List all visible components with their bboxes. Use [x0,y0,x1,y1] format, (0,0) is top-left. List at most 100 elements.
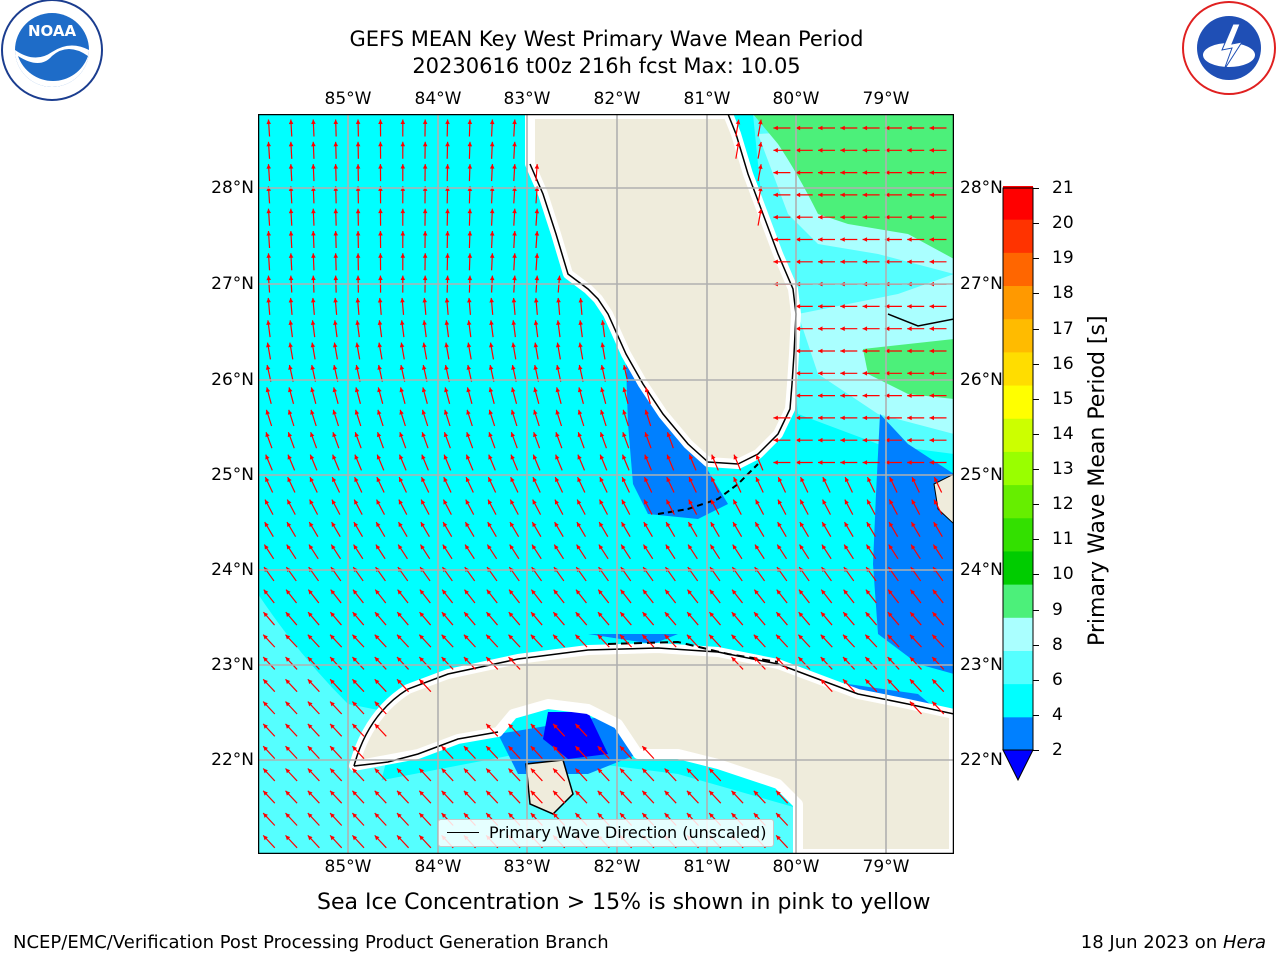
wave-direction-arrow [288,364,294,382]
wave-direction-arrow [285,634,298,648]
wave-direction-arrow [396,634,410,648]
wave-direction-arrow [818,415,835,421]
wave-direction-arrow [664,589,677,604]
wave-direction-arrow [865,589,877,604]
wave-direction-arrow [818,437,835,443]
wave-direction-arrow [866,521,876,538]
wave-direction-arrow [884,371,902,376]
colorbar-tick [1033,679,1039,681]
wave-direction-arrow [351,656,365,670]
lat-tick-left: 24°N [211,560,254,580]
wave-direction-arrow [444,320,450,338]
wave-direction-arrow [909,656,922,670]
wave-direction-arrow [421,387,428,404]
wave-direction-arrow [329,768,343,782]
wave-direction-arrow [597,634,610,648]
wave-direction-arrow [907,326,925,331]
wave-direction-arrow [862,437,880,443]
colorbar-segment [1003,219,1033,253]
wave-direction-arrow [400,253,406,271]
wave-direction-arrow [884,192,902,198]
wave-direction-arrow [265,432,273,449]
wave-direction-arrow [378,119,383,137]
wave-direction-arrow [467,297,472,315]
wave-direction-arrow [329,723,343,737]
wave-direction-arrow [775,656,789,670]
footer-host: Hera [1222,932,1266,953]
wave-direction-arrow [665,544,676,560]
wave-direction-arrow [307,611,320,626]
colorbar-segment [1003,683,1033,718]
lat-tick-right: 22°N [960,750,1003,770]
wave-direction-arrow [578,364,584,382]
wave-direction-arrow [330,544,342,560]
wave-direction-arrow [735,141,741,159]
wave-direction-arrow [354,432,362,449]
wave-direction-arrow [463,634,476,648]
wave-direction-arrow [463,745,476,760]
wave-direction-arrow [866,476,876,493]
wave-direction-arrow [441,768,454,782]
wave-direction-arrow [818,393,835,398]
ocean-period-2-4 [873,414,954,674]
wave-direction-arrow [488,409,496,427]
wave-direction-arrow [332,342,338,360]
wave-direction-arrow [907,371,925,376]
wave-direction-arrow [600,342,606,360]
chart-title: GEFS MEAN Key West Primary Wave Mean Per… [349,27,864,51]
lon-tick-top: 79°W [862,89,910,109]
wave-direction-arrow [688,499,698,515]
wave-direction-arrow [287,454,296,471]
wave-direction-arrow [287,476,296,493]
wave-direction-arrow [329,634,343,648]
wave-direction-arrow [862,192,880,198]
wave-direction-arrow [619,634,633,648]
wave-direction-arrow [422,119,428,137]
wave-direction-arrow [644,454,652,471]
wave-direction-arrow [577,476,586,493]
wave-direction-arrow [907,437,925,443]
lon-tick-top: 82°W [593,89,641,109]
wave-direction-arrow [332,432,340,449]
wave-direction-arrow [555,409,563,427]
wave-direction-arrow [711,454,719,471]
wave-direction-arrow [795,304,813,309]
wave-direction-arrow [509,544,520,560]
wave-direction-arrow [396,834,410,849]
colorbar-tick [1033,469,1039,470]
wave-direction-arrow [285,768,298,782]
wave-direction-arrow [307,656,320,670]
colorbar-tick-label: 19 [1052,248,1074,269]
wave-direction-arrow [264,476,274,493]
wave-direction-arrow [665,499,675,515]
wave-direction-arrow [884,460,902,465]
wave-direction-arrow [509,521,520,538]
wave-direction-arrow [552,611,565,626]
wave-direction-arrow [776,589,788,604]
wave-direction-arrow [620,544,631,560]
wave-direction-arrow [355,208,361,226]
wave-direction-arrow [285,723,298,737]
wave-direction-arrow [621,454,630,471]
wave-direction-arrow [351,745,365,760]
wave-direction-arrow [310,432,318,449]
chart-subtitle: 20230616 t00z 216h fcst Max: 10.05 [412,54,801,78]
wave-direction-arrow [467,208,473,226]
wave-direction-arrow [355,297,361,315]
wave-direction-arrow [374,634,387,648]
legend-label: Primary Wave Direction (unscaled) [489,823,767,842]
wave-direction-arrow [374,812,387,826]
wave-direction-arrow [353,499,363,515]
lon-tick-bottom: 82°W [593,857,641,877]
wave-direction-arrow [531,521,542,538]
wave-direction-arrow [840,259,858,265]
wave-direction-arrow [776,544,788,560]
wave-direction-arrow [621,499,631,515]
wave-direction-arrow [864,634,878,648]
wave-direction-arrow [354,476,363,493]
wave-direction-arrow [355,342,361,360]
wave-direction-arrow [597,745,610,760]
lat-tick-right: 23°N [960,655,1003,675]
wave-direction-arrow [907,415,925,421]
wave-direction-arrow [353,521,364,538]
